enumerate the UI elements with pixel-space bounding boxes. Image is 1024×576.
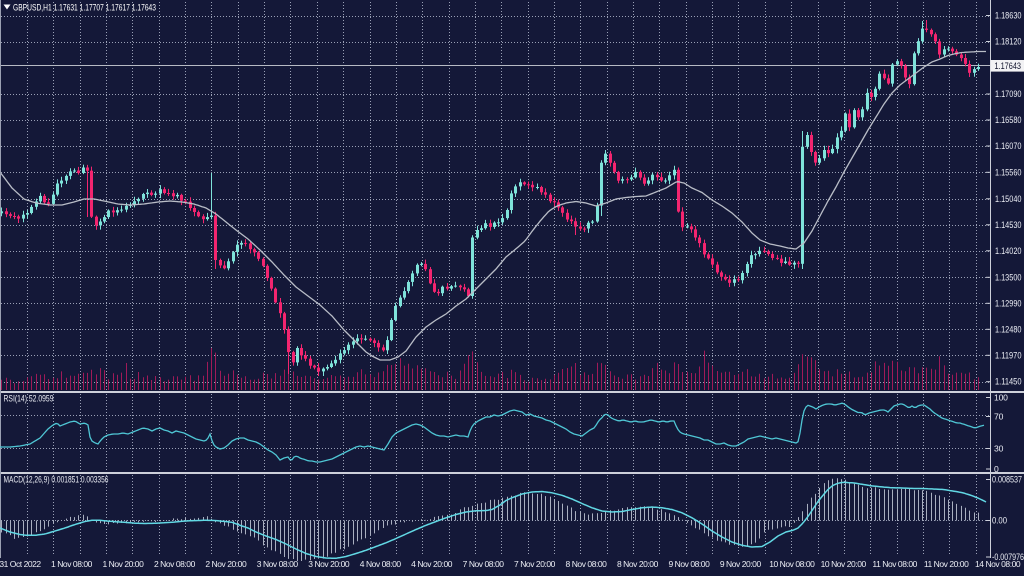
svg-text:11 Nov 20:00: 11 Nov 20:00: [924, 559, 969, 569]
svg-text:2 Nov 08:00: 2 Nov 08:00: [154, 559, 196, 569]
svg-text:31 Oct 2022: 31 Oct 2022: [0, 559, 41, 569]
svg-text:1.15560: 1.15560: [995, 167, 1022, 177]
svg-text:1.18630: 1.18630: [995, 11, 1022, 21]
svg-text:1.15040: 1.15040: [995, 194, 1022, 204]
svg-text:-0.007976: -0.007976: [992, 552, 1024, 562]
svg-text:1.18120: 1.18120: [995, 37, 1022, 47]
svg-text:2 Nov 20:00: 2 Nov 20:00: [205, 559, 247, 569]
svg-text:0.00: 0.00: [992, 516, 1007, 526]
svg-text:11 Nov 08:00: 11 Nov 08:00: [872, 559, 917, 569]
svg-text:100: 100: [994, 393, 1008, 403]
svg-text:GBPUSD,H1 1.17631 1.17707 1.1: GBPUSD,H1 1.17631 1.17707 1.17617 1.1764…: [13, 3, 156, 13]
svg-text:1.14530: 1.14530: [995, 220, 1022, 230]
svg-text:7 Nov 20:00: 7 Nov 20:00: [514, 559, 556, 569]
svg-text:1 Nov 08:00: 1 Nov 08:00: [51, 559, 93, 569]
svg-text:1 Nov 20:00: 1 Nov 20:00: [102, 559, 144, 569]
svg-text:10 Nov 20:00: 10 Nov 20:00: [821, 559, 867, 569]
svg-text:1.12990: 1.12990: [995, 298, 1022, 308]
svg-text:1.14020: 1.14020: [995, 246, 1022, 256]
svg-text:1.12480: 1.12480: [995, 324, 1022, 334]
svg-text:3 Nov 08:00: 3 Nov 08:00: [257, 559, 299, 569]
svg-text:8 Nov 20:00: 8 Nov 20:00: [617, 559, 659, 569]
svg-text:1.16580: 1.16580: [995, 115, 1022, 125]
svg-text:1.13500: 1.13500: [995, 272, 1022, 282]
svg-text:9 Nov 08:00: 9 Nov 08:00: [668, 559, 710, 569]
svg-text:MACD(12,26,9) 0.001851 0.00335: MACD(12,26,9) 0.001851 0.003356: [4, 475, 109, 485]
svg-text:1.11450: 1.11450: [995, 377, 1022, 387]
svg-text:10 Nov 08:00: 10 Nov 08:00: [769, 559, 815, 569]
svg-text:8 Nov 08:00: 8 Nov 08:00: [566, 559, 608, 569]
svg-text:3 Nov 20:00: 3 Nov 20:00: [308, 559, 350, 569]
svg-text:RSI(14) 52.0959: RSI(14) 52.0959: [4, 394, 54, 404]
svg-text:0: 0: [994, 464, 999, 474]
svg-text:1.17643: 1.17643: [995, 61, 1022, 71]
svg-text:30: 30: [994, 444, 1004, 454]
svg-text:9 Nov 20:00: 9 Nov 20:00: [720, 559, 762, 569]
svg-text:70: 70: [994, 412, 1004, 422]
svg-text:1.11970: 1.11970: [995, 350, 1022, 360]
svg-text:14 Nov 08:00: 14 Nov 08:00: [975, 559, 1021, 569]
svg-text:1.17090: 1.17090: [995, 89, 1022, 99]
svg-text:0.008537: 0.008537: [992, 475, 1022, 485]
svg-text:4 Nov 08:00: 4 Nov 08:00: [360, 559, 402, 569]
svg-text:7 Nov 08:00: 7 Nov 08:00: [463, 559, 505, 569]
svg-text:1.16070: 1.16070: [995, 141, 1022, 151]
svg-text:4 Nov 20:00: 4 Nov 20:00: [411, 559, 453, 569]
